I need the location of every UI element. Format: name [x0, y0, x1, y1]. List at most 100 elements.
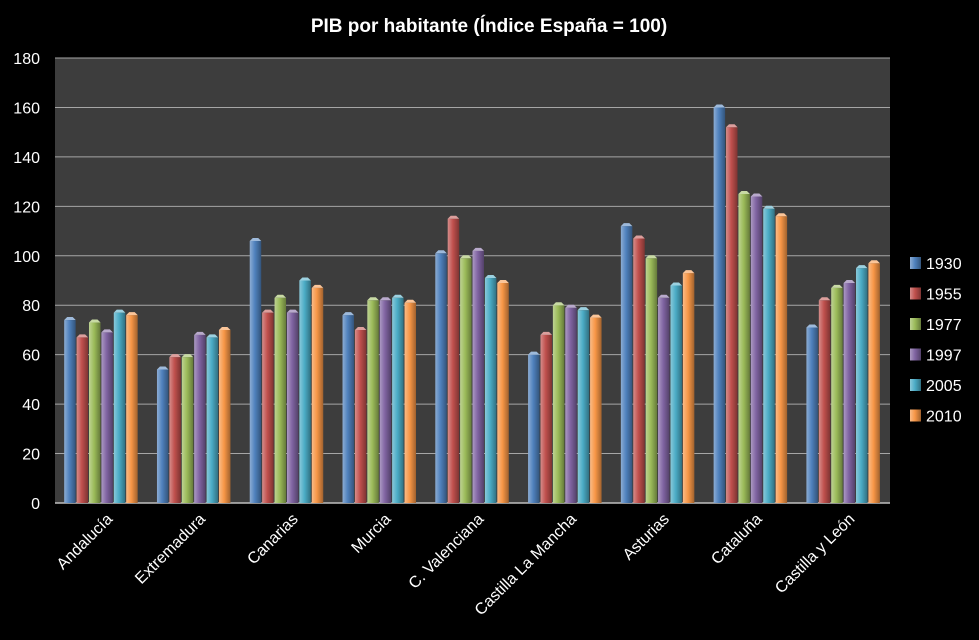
bar: [540, 334, 552, 503]
bar: [274, 297, 287, 503]
bar: [299, 280, 311, 503]
y-tick-label: 0: [31, 496, 40, 513]
bar: [88, 322, 101, 503]
legend-entry: 1997: [910, 348, 962, 365]
bar-castilla-y-leon-1977: [831, 284, 843, 503]
legend-swatch: [910, 348, 921, 361]
bar-murcia-2010: [404, 299, 417, 503]
bar: [843, 282, 856, 503]
bar-top: [633, 235, 645, 239]
legend-entry: 1930: [910, 256, 962, 273]
bar-c-valenciana-2005: [484, 275, 497, 503]
legend-label: 1930: [926, 256, 962, 273]
y-tick-label: 20: [22, 447, 40, 464]
bar: [497, 282, 509, 503]
bar: [856, 268, 868, 503]
bar: [713, 107, 726, 503]
bar-top: [738, 190, 750, 194]
bar-andalucia-2010: [126, 312, 138, 503]
bar-top: [218, 326, 231, 330]
bar: [218, 329, 231, 503]
bar-murcia-1930: [342, 312, 355, 503]
bar-top: [818, 297, 831, 301]
bar-top: [299, 277, 311, 281]
bar-top: [565, 304, 577, 308]
bar-top: [274, 294, 287, 298]
bar-top: [726, 124, 738, 128]
bar: [726, 127, 738, 503]
bar-castilla-la-mancha-1930: [528, 351, 540, 503]
bar-castilla-la-mancha-2010: [590, 314, 602, 503]
bar: [194, 334, 206, 503]
bar: [181, 357, 194, 503]
bar-top: [620, 223, 633, 227]
bar: [763, 208, 775, 504]
bar-asturias-2010: [682, 270, 695, 503]
bar-top: [750, 193, 763, 197]
bar-top: [528, 351, 540, 355]
bar-c-valenciana-1997: [472, 247, 484, 503]
bar: [620, 226, 633, 503]
bar: [169, 357, 181, 503]
bar-asturias-2005: [670, 282, 682, 503]
bar-top: [670, 282, 682, 286]
y-tick-label: 180: [13, 51, 40, 68]
y-tick-label: 60: [22, 348, 40, 365]
bar: [76, 337, 89, 503]
bar-top: [262, 309, 274, 313]
bar-extremadura-1977: [181, 354, 194, 503]
bar-top: [868, 260, 880, 264]
bar: [484, 278, 497, 503]
bar: [577, 310, 590, 503]
y-tick-label: 100: [13, 249, 40, 266]
bar-top: [682, 270, 695, 274]
bar-castilla-y-leon-1997: [843, 279, 856, 503]
bar-top: [484, 275, 497, 279]
y-axis: 0 20 40 60 80 100 120 140 160 180: [13, 51, 40, 513]
bar-castilla-la-mancha-1997: [565, 304, 577, 503]
bar: [392, 297, 404, 503]
bar-top: [392, 294, 404, 298]
bar: [472, 250, 484, 503]
y-tick-label: 40: [22, 397, 40, 414]
bar-castilla-y-leon-1930: [806, 324, 818, 503]
bar: [738, 193, 750, 503]
bar: [447, 218, 460, 503]
y-tick-label: 120: [13, 199, 40, 216]
legend-swatch: [910, 257, 921, 269]
bar: [552, 305, 565, 503]
bar: [311, 287, 324, 503]
bar-top: [404, 299, 417, 303]
bar: [64, 320, 76, 503]
bar-top: [645, 255, 658, 259]
bar-top: [435, 250, 447, 254]
legend: 1930 1955 1977 1997 2005 2010: [910, 256, 962, 426]
bar-top: [76, 334, 89, 338]
bar: [868, 263, 880, 503]
bar-castilla-y-leon-2005: [856, 265, 868, 503]
bar-top: [206, 334, 219, 338]
bar-castilla-y-leon-1955: [818, 297, 831, 503]
bar: [156, 369, 169, 503]
bar: [670, 285, 682, 503]
bar: [126, 315, 138, 503]
bar: [249, 240, 262, 503]
bar-murcia-1997: [379, 297, 392, 503]
bar-top: [540, 331, 552, 335]
bar-top: [831, 284, 843, 288]
bar-asturias-1955: [633, 235, 645, 503]
bar-andalucia-1977: [88, 319, 101, 503]
bar-top: [113, 309, 126, 313]
bar-top: [775, 213, 788, 217]
bar: [818, 300, 831, 503]
bar: [262, 312, 274, 503]
bar-top: [354, 326, 367, 330]
bar-top: [379, 297, 392, 301]
bar-c-valenciana-2010: [497, 279, 509, 503]
bar: [435, 253, 447, 503]
bar-castilla-y-leon-2010: [868, 260, 880, 503]
legend-entry: 1955: [910, 287, 962, 304]
bar-murcia-1955: [354, 326, 367, 503]
bar-top: [447, 215, 460, 219]
bar-top: [806, 324, 818, 328]
